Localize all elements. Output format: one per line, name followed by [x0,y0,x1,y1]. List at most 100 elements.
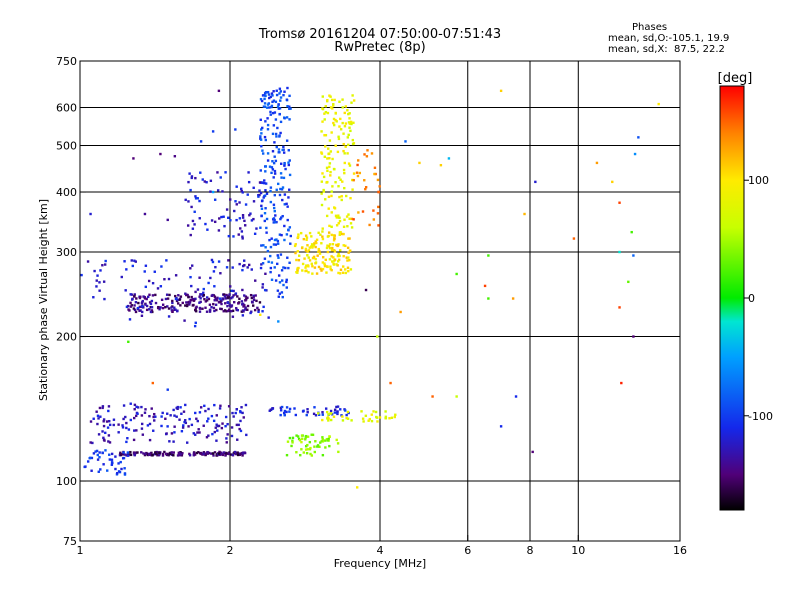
echo-point [281,148,284,152]
echo-point [174,274,178,277]
echo-point [274,118,278,121]
echo-point [219,176,222,179]
echo-point [243,304,246,307]
echo-point [278,134,281,137]
echo-point [184,304,187,307]
echo-point [219,272,222,275]
echo-point [246,308,249,312]
echo-point [141,433,145,436]
echo-point [281,214,284,218]
echo-point [266,128,270,131]
echo-point [346,266,350,269]
echo-point [483,284,487,288]
echo-point [235,423,239,427]
echo-point [321,120,324,123]
echo-point [136,306,140,310]
echo-point [270,166,274,169]
echo-point [219,451,222,454]
echo-point [352,121,355,124]
echo-point [171,310,174,313]
echo-point [149,453,152,456]
echo-point [264,246,267,249]
echo-point [340,198,343,202]
echo-point [307,256,310,259]
echo-point [96,458,100,461]
echo-point [189,233,192,237]
echo-point [176,302,180,305]
echo-point [150,451,153,455]
echo-point [341,180,344,183]
echo-point [181,426,185,429]
echo-point [334,111,337,115]
echo-point [238,427,241,431]
echo-point [239,227,242,230]
echo-point [336,442,340,445]
echo-point [350,419,353,422]
echo-point [534,180,537,184]
echo-point [270,104,274,108]
echo-point [189,298,192,302]
echo-point [306,448,309,451]
echo-point [210,414,214,418]
echo-point [264,165,268,168]
echo-point [374,172,377,176]
echo-point [330,268,333,272]
echo-point [234,411,237,415]
echo-point [318,250,321,253]
echo-point [246,193,249,196]
echo-point [326,111,330,115]
echo-point [330,131,333,134]
echo-point [147,453,151,457]
echo-point [92,452,96,455]
echo-point [346,410,350,414]
echo-point [329,106,333,109]
echo-point [151,381,155,385]
echo-point [345,194,348,198]
echo-point [272,161,276,165]
echo-point [182,410,186,413]
echo-point [97,433,101,436]
echo-point [335,216,338,219]
echo-point [207,407,210,411]
echo-point [274,214,277,217]
echo-point [174,308,177,311]
echo-point [255,227,258,230]
echo-point [152,415,155,419]
y-tick-label: 750 [56,55,77,68]
echo-point [384,415,388,418]
echo-point [197,451,200,454]
echo-point [285,139,289,142]
echo-point [89,212,92,216]
echo-point [98,289,101,292]
echo-point [253,232,257,235]
echo-point [221,297,224,300]
echo-point [223,224,226,228]
echo-point [263,105,267,108]
echo-point [372,218,376,221]
echo-point [86,260,90,263]
echo-point [101,406,104,410]
echo-point [145,452,148,455]
echo-point [618,201,621,204]
echo-point [119,451,122,454]
echo-point [128,318,132,321]
echo-point [349,120,353,124]
echo-point [281,186,285,189]
echo-point [324,439,327,442]
echo-point [238,201,241,204]
echo-point [231,453,234,456]
echo-point [239,429,243,433]
echo-point [103,297,106,301]
echo-point [234,128,237,131]
echo-point [364,186,368,189]
echo-point [343,125,347,128]
echo-point [259,98,263,101]
echo-point [349,196,352,200]
echo-point [288,173,292,177]
echo-point [138,309,141,312]
echo-point [125,421,128,425]
echo-point [158,451,161,455]
echo-point [164,306,167,309]
tick-labels: 1 2 4 6 8 10 16 75 100 200 300 400 500 600 750 [56,55,687,557]
echo-point [337,252,340,256]
